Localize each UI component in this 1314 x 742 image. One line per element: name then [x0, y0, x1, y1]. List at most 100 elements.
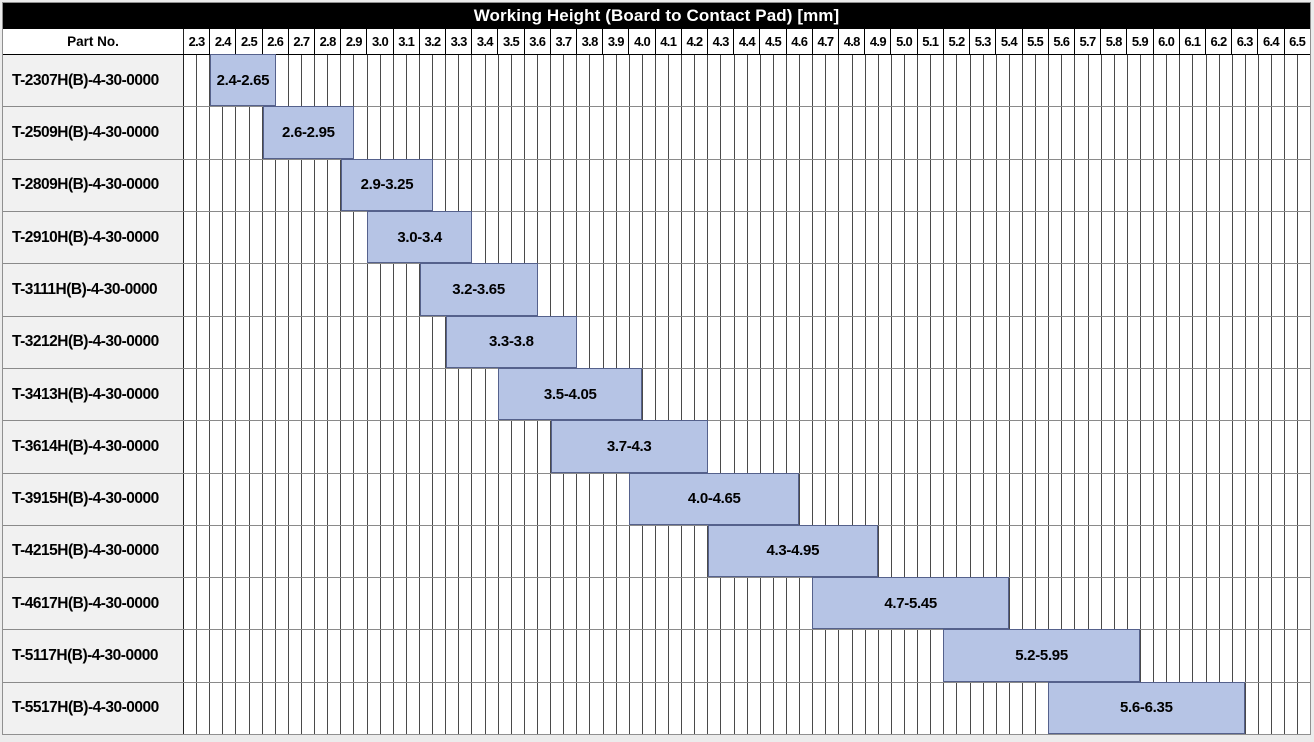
- grid-cell: [510, 55, 524, 107]
- grid-cell: [1284, 630, 1297, 682]
- grid-cell: [1297, 473, 1310, 525]
- grid-cell: [366, 473, 380, 525]
- grid-cell: [995, 55, 1009, 107]
- grid-cell: [523, 630, 537, 682]
- grid-cell: [1100, 264, 1114, 316]
- grid-cell: [379, 55, 393, 107]
- grid-cell: [851, 211, 865, 264]
- grid-cell: [196, 264, 209, 316]
- table-row: T-2307H(B)-4-30-0000 2.4-2.65: [3, 54, 1310, 107]
- grid-cell: [1008, 55, 1022, 107]
- grid-cell: [772, 682, 786, 735]
- table-row: T-4617H(B)-4-30-0000 4.7-5.45: [3, 577, 1310, 630]
- grid-cell: [799, 630, 812, 682]
- grid-cell: [1244, 682, 1258, 735]
- grid-cell: [550, 630, 563, 682]
- grid-cell: [995, 421, 1009, 473]
- grid-cell: [1087, 55, 1101, 107]
- grid-cell: [563, 578, 576, 630]
- grid-cell: [969, 421, 983, 473]
- grid-cell: [589, 264, 602, 316]
- grid-cell: [1139, 316, 1153, 368]
- grid-cell: [550, 159, 563, 211]
- grid-cell: [1087, 368, 1101, 421]
- grid-cell: [681, 682, 694, 735]
- grid-cell: [340, 630, 353, 682]
- grid-cell: [982, 107, 996, 159]
- grid-cell: [563, 525, 576, 578]
- grid-cell: [209, 525, 222, 578]
- table-row: T-5117H(B)-4-30-0000 5.2-5.95: [3, 629, 1310, 682]
- axis-tick-label: 2.7: [287, 29, 314, 54]
- grid-cell: [1008, 107, 1022, 159]
- grid-cell: [1284, 368, 1297, 421]
- grid-cell: [222, 211, 235, 264]
- grid-cell: [248, 473, 262, 525]
- chart-body: T-2307H(B)-4-30-0000 2.4-2.65 T-2509H(B)-4…: [3, 54, 1310, 735]
- grid-cell: [261, 473, 275, 525]
- grid-cell: [694, 107, 707, 159]
- axis-tick-label: 2.8: [314, 29, 340, 54]
- grid-cell: [812, 421, 825, 473]
- grid-cell: [877, 107, 891, 159]
- grid-cell: [930, 211, 943, 264]
- grid-cell: [563, 264, 576, 316]
- grid-cell: [812, 107, 825, 159]
- grid-cell: [432, 525, 445, 578]
- grid-cell: [287, 368, 301, 421]
- grid-cell: [668, 211, 681, 264]
- grid-cell: [1126, 316, 1140, 368]
- grid-cell: [550, 211, 563, 264]
- grid-cell: [222, 421, 235, 473]
- grid-cell: [864, 682, 878, 735]
- grid-cell: [1297, 682, 1310, 735]
- grid-cell: [458, 421, 471, 473]
- grid-cell: [418, 525, 432, 578]
- grid-cell: [654, 368, 668, 421]
- grid-cell: [812, 211, 825, 264]
- grid-cell: [576, 473, 589, 525]
- grid-cell: [1048, 211, 1061, 264]
- grid-cell: [759, 211, 773, 264]
- grid-cell: [628, 264, 642, 316]
- grid-cell: [759, 421, 773, 473]
- grid-cell: [969, 211, 983, 264]
- grid-cell: [917, 55, 930, 107]
- grid-cell: [1257, 525, 1271, 578]
- grid-cell: [1153, 525, 1166, 578]
- grid-cell: [222, 107, 235, 159]
- grid-cell: [484, 421, 498, 473]
- grid-cell: [1192, 55, 1205, 107]
- grid-cell: [812, 264, 825, 316]
- grid-cell: [1048, 421, 1061, 473]
- grid-cell: [1048, 159, 1061, 211]
- grid-cell: [184, 630, 196, 681]
- grid-cell: [248, 107, 262, 159]
- grid-cell: [943, 682, 956, 735]
- grid-cell: [576, 578, 589, 630]
- grid-cell: [1205, 421, 1219, 473]
- grid-cell: [432, 368, 445, 421]
- grid-cell: [1297, 107, 1310, 159]
- grid-cell: [772, 107, 786, 159]
- grid-cell: [628, 630, 642, 682]
- grid-cell: [654, 682, 668, 735]
- grid-cell: [615, 211, 629, 264]
- grid-cell: [904, 107, 917, 159]
- grid-cell: [733, 630, 747, 682]
- grid-cell: [904, 473, 917, 525]
- grid-cell: [602, 316, 616, 368]
- grid-cell: [904, 264, 917, 316]
- grid-cell: [405, 578, 419, 630]
- grid-cell: [536, 55, 550, 107]
- grid-cell: [1074, 421, 1087, 473]
- grid-cell: [930, 421, 943, 473]
- grid-cell: [1218, 55, 1232, 107]
- grid-cell: [720, 368, 733, 421]
- row-chart-area: 3.3-3.8: [184, 315, 1310, 368]
- gridlines: [184, 316, 1310, 368]
- grid-cell: [222, 316, 235, 368]
- grid-cell: [864, 630, 878, 682]
- grid-cell: [917, 421, 930, 473]
- grid-cell: [838, 316, 851, 368]
